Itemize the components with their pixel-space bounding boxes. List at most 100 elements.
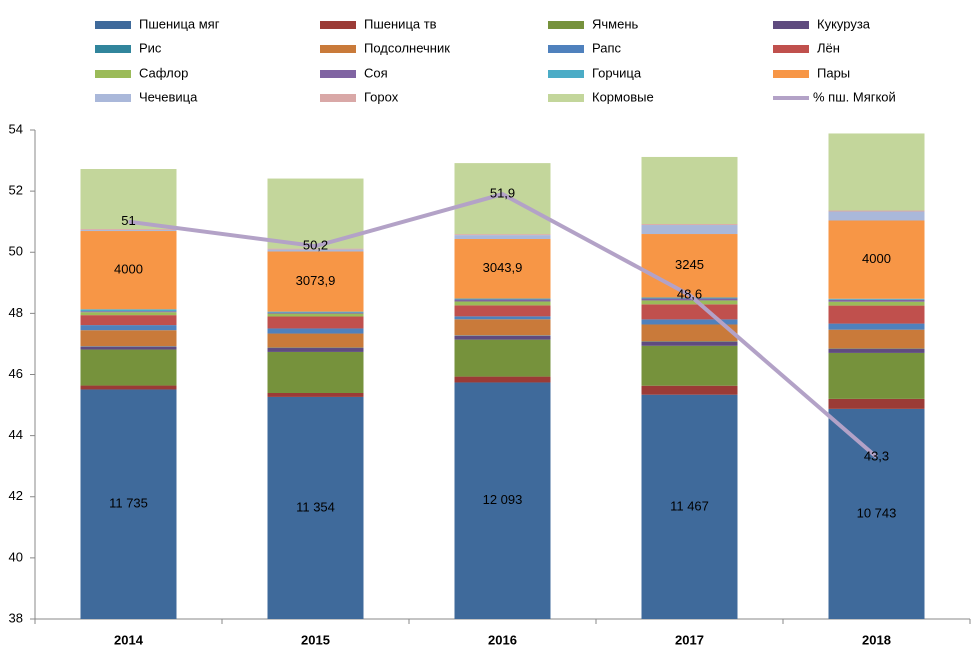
bar-segment [267, 316, 364, 329]
bar-segment [641, 319, 738, 325]
data-label: 4000 [114, 262, 143, 277]
bar-segment [641, 298, 738, 301]
x-tick-label: 2016 [488, 632, 517, 647]
bar-segment [267, 248, 364, 250]
bar-segment [454, 305, 551, 317]
bar-segment [454, 382, 551, 619]
y-tick-label: 46 [9, 366, 23, 381]
bar-segment [80, 311, 177, 313]
bar-segment [267, 249, 364, 252]
x-tick-label: 2017 [675, 632, 704, 647]
bar-segment [267, 393, 364, 397]
legend-label: Подсолнечник [364, 40, 450, 55]
y-tick-label: 44 [9, 427, 23, 442]
bar-segment [80, 346, 177, 350]
data-label: 11 354 [296, 499, 335, 514]
legend-label: Горох [364, 89, 399, 104]
bar-segment [80, 312, 177, 316]
bar-segment [80, 349, 177, 386]
bar-segment [454, 301, 551, 306]
legend-swatch [320, 94, 356, 102]
bar-segment [267, 311, 364, 313]
bar-segment [828, 211, 925, 221]
bar-segment [828, 299, 925, 302]
x-tick-label: 2014 [114, 632, 144, 647]
legend-label: % пш. Мягкой [813, 89, 896, 104]
bar-segment [454, 299, 551, 302]
bar-segment [828, 301, 925, 306]
bar-segment [80, 229, 177, 231]
legend-swatch [95, 70, 131, 78]
legend-swatch [773, 21, 809, 29]
legend-label: Кукуруза [817, 16, 871, 31]
y-tick-label: 54 [9, 121, 23, 136]
bar-segment [454, 335, 551, 340]
legend-swatch [95, 21, 131, 29]
data-label: 12 093 [483, 492, 523, 507]
bar-segment [828, 323, 925, 330]
legend-label: Пшеница тв [364, 16, 437, 31]
data-label: 11 735 [109, 496, 148, 511]
legend-label: Пары [817, 65, 850, 80]
legend-label: Пшеница мяг [139, 16, 220, 31]
bar-segment [454, 234, 551, 236]
bar-segment [80, 330, 177, 347]
bar-segment [641, 225, 738, 235]
bar-segment [641, 234, 738, 298]
bar-segment [267, 313, 364, 317]
legend-label: Кормовые [592, 89, 654, 104]
bar-segment [80, 385, 177, 390]
bar-segment [267, 333, 364, 348]
y-tick-label: 38 [9, 610, 23, 625]
bar-segment [828, 305, 925, 324]
bar-segment [641, 341, 738, 346]
y-tick-label: 40 [9, 549, 23, 564]
data-label: 10 743 [857, 505, 897, 520]
bar-segment [828, 398, 925, 409]
bar-segment [267, 396, 364, 619]
bar-segment [267, 348, 364, 352]
legend-swatch [320, 45, 356, 53]
bar-segment [828, 349, 925, 353]
bar-segment [80, 325, 177, 331]
legend-swatch [548, 94, 584, 102]
legend-swatch [320, 70, 356, 78]
bar-segment [828, 210, 925, 212]
bar-segment [454, 339, 551, 377]
legend-label: Чечевица [139, 89, 198, 104]
bar-segment [80, 309, 177, 312]
x-tick-label: 2018 [862, 632, 891, 647]
data-label: 3245 [675, 257, 704, 272]
data-label: 11 467 [670, 498, 709, 513]
bar-segment [641, 300, 738, 305]
bar-segment [80, 169, 177, 230]
legend-swatch [548, 21, 584, 29]
legend-label: Ячмень [592, 16, 639, 31]
legend-label: Горчица [592, 65, 642, 80]
bar-segment [641, 385, 738, 395]
legend-swatch [95, 94, 131, 102]
legend-swatch [548, 70, 584, 78]
data-label: 43,3 [864, 448, 889, 463]
legend-swatch [320, 21, 356, 29]
bar-segment [80, 231, 177, 310]
data-label: 3043,9 [483, 260, 523, 275]
legend-label: Соя [364, 65, 388, 80]
bar-segment [641, 324, 738, 342]
bar-segment [454, 298, 551, 300]
legend-swatch [773, 70, 809, 78]
bar-segment [267, 251, 364, 312]
legend-swatch [773, 45, 809, 53]
bar-segment [641, 394, 738, 619]
y-tick-label: 50 [9, 244, 23, 259]
bar-segment [828, 133, 925, 211]
bar-segment [641, 224, 738, 226]
data-label: 4000 [862, 251, 891, 266]
y-tick-label: 48 [9, 305, 23, 320]
bar-segment [267, 312, 364, 314]
legend-label: Рис [139, 40, 162, 55]
bar-segment [454, 235, 551, 240]
data-label: 3073,9 [296, 273, 336, 288]
bar-segment [828, 298, 925, 300]
